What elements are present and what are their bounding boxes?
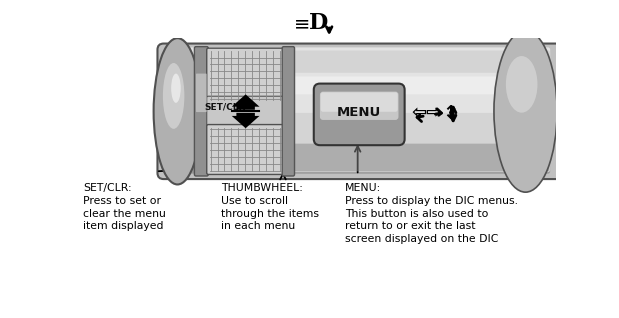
FancyBboxPatch shape xyxy=(314,84,405,145)
Text: D: D xyxy=(309,12,329,34)
Text: ↕: ↕ xyxy=(442,104,458,123)
Text: SET/CLR:
Press to set or
clear the menu
item displayed: SET/CLR: Press to set or clear the menu … xyxy=(83,183,166,231)
FancyBboxPatch shape xyxy=(169,91,550,114)
FancyBboxPatch shape xyxy=(207,48,285,103)
FancyBboxPatch shape xyxy=(291,51,550,172)
Ellipse shape xyxy=(494,31,557,192)
Text: ⇦⇨: ⇦⇨ xyxy=(412,105,442,123)
FancyBboxPatch shape xyxy=(292,77,550,94)
FancyBboxPatch shape xyxy=(320,92,399,120)
FancyBboxPatch shape xyxy=(292,144,550,171)
Ellipse shape xyxy=(171,73,181,103)
Ellipse shape xyxy=(163,63,184,129)
Text: SET/CLR: SET/CLR xyxy=(204,103,246,112)
FancyBboxPatch shape xyxy=(157,44,561,179)
Ellipse shape xyxy=(154,38,201,184)
FancyBboxPatch shape xyxy=(196,73,207,112)
Polygon shape xyxy=(232,94,259,110)
Polygon shape xyxy=(232,113,259,128)
Ellipse shape xyxy=(506,56,537,113)
FancyBboxPatch shape xyxy=(321,92,397,112)
FancyBboxPatch shape xyxy=(194,47,208,176)
FancyBboxPatch shape xyxy=(282,47,295,176)
Text: MENU:
Press to display the DIC menus.
This button is also used to
return to or e: MENU: Press to display the DIC menus. Th… xyxy=(345,183,517,244)
FancyBboxPatch shape xyxy=(292,73,550,113)
FancyBboxPatch shape xyxy=(169,47,550,95)
Text: ≡: ≡ xyxy=(294,14,310,33)
Text: MENU: MENU xyxy=(337,106,381,119)
FancyBboxPatch shape xyxy=(207,96,285,126)
FancyBboxPatch shape xyxy=(169,147,550,174)
Text: THUMBWHEEL:
Use to scroll
through the items
in each menu: THUMBWHEEL: Use to scroll through the it… xyxy=(222,183,319,231)
FancyBboxPatch shape xyxy=(207,125,285,175)
